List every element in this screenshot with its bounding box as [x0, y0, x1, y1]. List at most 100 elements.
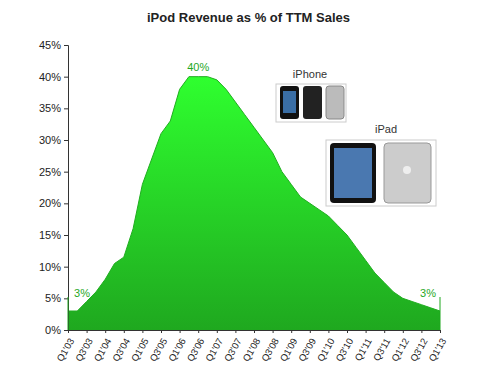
- y-tick-label: 40%: [39, 71, 61, 83]
- iphone-icon: [303, 86, 322, 119]
- annotations: 3% 40% 3% iPhone iPad: [68, 61, 440, 330]
- y-tick: 5%: [45, 292, 68, 304]
- x-tick-label: Q1'11: [352, 336, 374, 363]
- y-tick-mark: [64, 235, 68, 236]
- y-tick: 20%: [39, 197, 68, 209]
- x-tick-label: Q3'05: [147, 336, 169, 363]
- x-tick-mark: [180, 330, 181, 333]
- y-tick-label: 35%: [39, 102, 61, 114]
- x-tick-label: Q3'08: [259, 336, 281, 363]
- x-tick-mark: [328, 330, 329, 333]
- annotation-line: [440, 297, 441, 330]
- y-tick-label: 15%: [39, 229, 61, 241]
- x-tick-mark: [217, 330, 218, 333]
- y-tick-mark: [64, 298, 68, 299]
- x-tick-mark: [291, 330, 292, 333]
- y-tick: 40%: [39, 71, 68, 83]
- x-tick-mark: [421, 330, 422, 333]
- x-tick-label: Q1'08: [240, 336, 262, 363]
- y-tick: 35%: [39, 102, 68, 114]
- iphone-icon: [280, 86, 299, 119]
- x-tick-label: Q1'05: [129, 336, 151, 363]
- x-tick-label: Q1'06: [166, 336, 188, 363]
- device-callout: iPhone: [276, 68, 346, 122]
- x-tick-label: Q1'07: [203, 336, 225, 363]
- x-axis-line: [69, 331, 441, 334]
- annotation-line: [68, 297, 69, 330]
- device-callout: iPad: [326, 123, 436, 206]
- x-tick: Q1'13: [426, 330, 448, 363]
- icon-frame: [276, 84, 346, 122]
- annotation: 40%: [187, 61, 209, 73]
- y-tick-mark: [64, 330, 68, 331]
- x-tick-label: Q3'10: [333, 336, 355, 363]
- x-tick-label: Q3'04: [110, 336, 132, 363]
- y-tick: 10%: [39, 261, 68, 273]
- x-tick-mark: [440, 330, 441, 333]
- x-tick-mark: [87, 330, 88, 333]
- y-tick-mark: [64, 172, 68, 173]
- ipad-icon: [384, 143, 431, 203]
- x-tick-label: Q1'04: [91, 336, 113, 363]
- x-tick-label: Q1'13: [426, 336, 448, 363]
- y-tick: 45%: [39, 39, 68, 51]
- y-axis-line: [64, 46, 69, 331]
- area: [68, 77, 440, 330]
- y-tick: 30%: [39, 134, 68, 146]
- x-tick-mark: [310, 330, 311, 333]
- x-tick-mark: [254, 330, 255, 333]
- x-tick-mark: [198, 330, 199, 333]
- x-tick: Q3'10: [333, 330, 355, 363]
- x-tick-mark: [347, 330, 348, 333]
- x-tick-mark: [273, 330, 274, 333]
- y-tick-label: 0%: [45, 324, 61, 336]
- x-tick-label: Q3'07: [222, 336, 244, 363]
- y-tick: 25%: [39, 166, 68, 178]
- y-tick-label: 25%: [39, 166, 61, 178]
- y-tick-mark: [64, 203, 68, 204]
- annotation: iPhone: [293, 68, 327, 80]
- x-tick-mark: [68, 330, 69, 333]
- x-axis: Q1'03Q3'03Q1'04Q3'04Q1'05Q3'05Q1'06Q3'06…: [54, 330, 448, 363]
- x-tick-label: Q3'06: [184, 336, 206, 363]
- x-tick-mark: [235, 330, 236, 333]
- chart: iPod Revenue as % of TTM Sales 0% 5% 10% 15%…: [0, 0, 497, 377]
- y-tick-mark: [64, 140, 68, 141]
- x-tick-label: Q3'03: [73, 336, 95, 363]
- annotation: 3%: [420, 287, 436, 299]
- ipad-icon: [330, 143, 376, 203]
- x-tick-label: Q1'10: [315, 336, 337, 363]
- x-tick-label: Q1'03: [54, 336, 76, 363]
- x-tick-label: Q3'12: [408, 336, 430, 363]
- area-edge: [68, 77, 440, 311]
- x-tick-label: Q1'12: [389, 336, 411, 363]
- iphone-icon: [326, 86, 344, 119]
- plot-area: [68, 77, 440, 330]
- y-tick-label: 20%: [39, 197, 61, 209]
- x-tick-mark: [105, 330, 106, 333]
- x-tick-mark: [161, 330, 162, 333]
- y-tick-mark: [64, 45, 68, 46]
- x-tick-mark: [124, 330, 125, 333]
- x-tick-label: Q1'09: [277, 336, 299, 363]
- y-tick-mark: [64, 267, 68, 268]
- icon-frame: [326, 140, 436, 206]
- x-tick-label: Q3'09: [296, 336, 318, 363]
- y-tick: 15%: [39, 229, 68, 241]
- annotation: iPad: [375, 123, 397, 135]
- x-tick-mark: [384, 330, 385, 333]
- y-tick-label: 5%: [45, 292, 61, 304]
- y-tick-label: 30%: [39, 134, 61, 146]
- y-tick-mark: [64, 108, 68, 109]
- ipad-screen: [334, 148, 372, 198]
- ipad-logo: [403, 166, 411, 174]
- y-tick-label: 45%: [39, 39, 61, 51]
- y-axis: 0% 5% 10% 15% 20% 25% 30% 35% 40% 45%: [39, 39, 69, 336]
- x-tick-mark: [142, 330, 143, 333]
- title: iPod Revenue as % of TTM Sales: [147, 10, 350, 25]
- x-tick-mark: [403, 330, 404, 333]
- annotation: 3%: [74, 287, 90, 299]
- x-tick-mark: [366, 330, 367, 333]
- iphone-screen: [283, 91, 296, 113]
- y-tick: 0%: [45, 324, 68, 336]
